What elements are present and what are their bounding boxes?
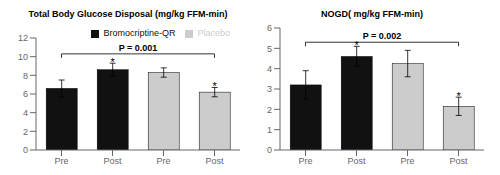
svg-text:0: 0 xyxy=(267,145,272,155)
svg-text:10: 10 xyxy=(18,52,28,62)
html-text:Placebo: Placebo xyxy=(197,28,230,38)
svg-text:Post: Post xyxy=(103,156,122,166)
svg-text:Pre: Pre xyxy=(156,156,170,166)
svg-text:Post: Post xyxy=(449,156,468,166)
svg-text:P = 0.001: P = 0.001 xyxy=(119,43,158,53)
svg-text:6: 6 xyxy=(267,23,272,33)
svg-text:Pre: Pre xyxy=(400,156,414,166)
svg-text:1: 1 xyxy=(267,125,272,135)
svg-text:8: 8 xyxy=(23,71,28,81)
svg-text:4: 4 xyxy=(267,64,272,74)
svg-text:*: * xyxy=(457,90,462,102)
svg-text:Post: Post xyxy=(347,156,366,166)
svg-text:2: 2 xyxy=(23,127,28,137)
html-text:Total Body Glucose Disposal (m: Total Body Glucose Disposal (mg/kg FFM-m… xyxy=(28,9,228,19)
svg-text:Pre: Pre xyxy=(54,156,68,166)
svg-text:Post: Post xyxy=(205,156,224,166)
svg-text:5: 5 xyxy=(267,44,272,54)
svg-text:3: 3 xyxy=(267,84,272,94)
svg-text:6: 6 xyxy=(23,89,28,99)
svg-text:*: * xyxy=(111,56,116,68)
svg-text:Pre: Pre xyxy=(298,156,312,166)
svg-text:P = 0.002: P = 0.002 xyxy=(363,31,402,41)
svg-text:0: 0 xyxy=(23,145,28,155)
svg-text:2: 2 xyxy=(267,105,272,115)
svg-text:*: * xyxy=(355,39,360,51)
svg-text:*: * xyxy=(213,80,218,92)
html-text:Bromocriptine-QR: Bromocriptine-QR xyxy=(103,28,176,38)
svg-text:4: 4 xyxy=(23,108,28,118)
html-text:NOGD( mg/kg FFM-min): NOGD( mg/kg FFM-min) xyxy=(321,9,423,19)
svg-text:12: 12 xyxy=(18,33,28,43)
